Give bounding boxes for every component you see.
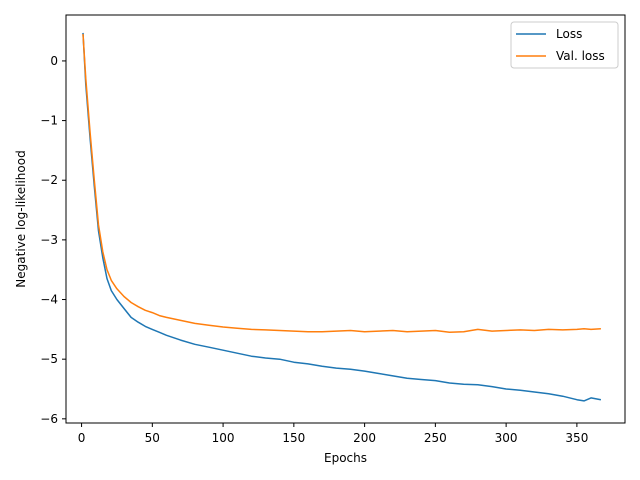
legend-label-val-loss: Val. loss [556, 49, 605, 63]
y-tick-label: −2 [40, 173, 58, 187]
series-line-loss [82, 32, 602, 402]
x-axis-label: Epochs [324, 451, 367, 465]
y-axis-label: Negative log-likelihood [14, 150, 28, 287]
y-tick-label: 0 [50, 54, 58, 68]
axes-frame [65, 14, 626, 424]
x-tick-label: 300 [495, 431, 518, 445]
y-tick-label: −6 [40, 412, 58, 426]
y-axis-ticks: 0 −1 −2 −3 −4 −5 −6 [40, 54, 66, 426]
x-tick-label: 0 [78, 431, 86, 445]
legend-label-loss: Loss [556, 27, 582, 41]
y-tick-label: −1 [40, 114, 58, 128]
x-axis-ticks: 0 50 100 150 200 250 300 350 [78, 423, 588, 445]
y-tick-label: −3 [40, 233, 58, 247]
x-tick-label: 250 [424, 431, 447, 445]
series-line-val-loss [82, 34, 601, 334]
x-tick-label: 200 [353, 431, 376, 445]
y-tick-label: −4 [40, 293, 58, 307]
y-tick-label: −5 [40, 352, 58, 366]
x-tick-label: 50 [145, 431, 160, 445]
x-tick-label: 100 [212, 431, 235, 445]
legend: Loss Val. loss [510, 21, 619, 69]
plot-lines [82, 32, 602, 402]
x-tick-label: 150 [282, 431, 305, 445]
x-tick-label: 350 [565, 431, 588, 445]
